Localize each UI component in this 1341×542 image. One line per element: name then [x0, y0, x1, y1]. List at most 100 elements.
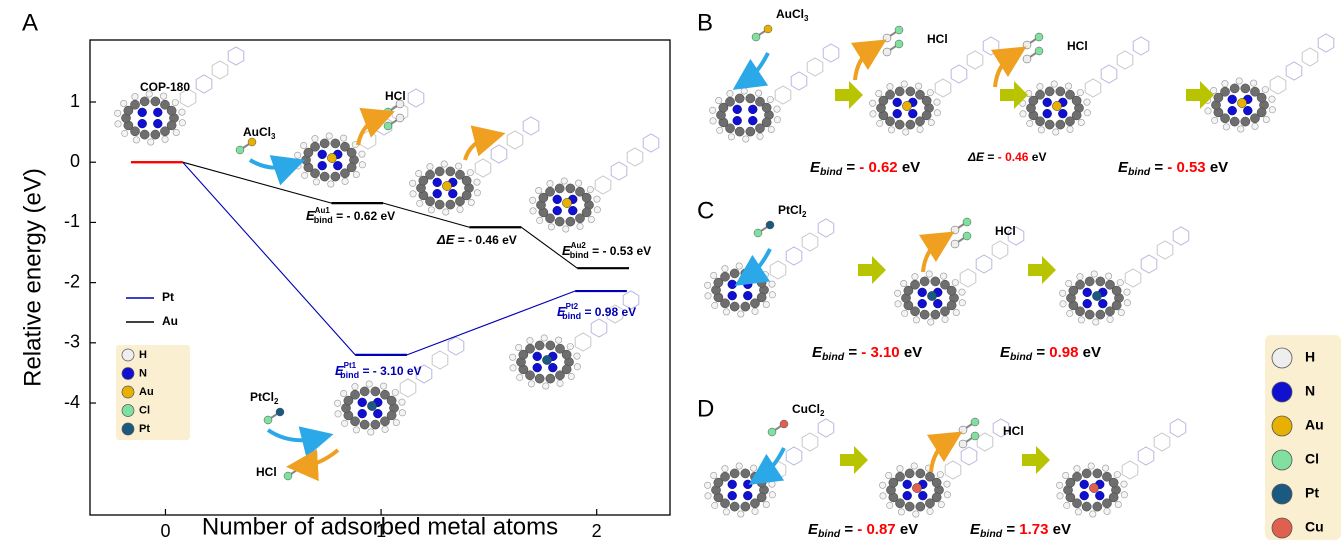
atom-h — [328, 181, 334, 187]
atom-n — [533, 352, 542, 361]
atom — [963, 232, 971, 240]
molecule — [334, 337, 463, 435]
text-part: eV — [1028, 150, 1046, 164]
atom-h — [928, 319, 934, 325]
atom-c — [1072, 96, 1081, 105]
element-swatch — [1272, 518, 1292, 538]
linker — [448, 337, 464, 355]
atom-h — [312, 135, 318, 141]
atom-h — [1212, 117, 1218, 123]
atom-h — [417, 200, 423, 206]
atom-n — [153, 119, 162, 128]
atom-c — [545, 187, 554, 196]
atom-h — [712, 302, 718, 308]
atom-c — [555, 184, 564, 193]
text-part: PtCl — [250, 390, 274, 404]
atom-h — [1252, 123, 1258, 129]
atom-h — [762, 271, 768, 277]
atom-h — [1093, 319, 1099, 325]
atom — [959, 440, 967, 448]
annotation: EAu1bind = - 0.62 eV — [306, 206, 395, 225]
linker — [983, 37, 999, 55]
text-part: Pt2 — [566, 302, 579, 311]
linker — [212, 61, 228, 79]
text-part: 3 — [804, 14, 809, 23]
linker — [977, 433, 993, 451]
annotation: ΔE = - 0.46 eV — [436, 232, 517, 247]
atom — [396, 114, 404, 122]
atom-c — [750, 499, 759, 508]
atom — [384, 108, 392, 116]
atom-h — [335, 411, 341, 417]
text-part: = - 0.46 eV — [454, 233, 516, 247]
atom-h — [722, 465, 728, 471]
atom-h — [940, 273, 946, 279]
linker — [786, 247, 802, 265]
atom-c — [730, 502, 739, 511]
atom-n — [728, 291, 737, 300]
atom-c — [555, 371, 564, 380]
molecule — [529, 134, 658, 232]
atom-h — [728, 134, 734, 140]
atom-c — [360, 387, 369, 396]
text-part: 1.73 — [1019, 521, 1048, 538]
atom-h — [568, 373, 574, 379]
text-part: 2 — [274, 397, 279, 406]
atom-n — [903, 491, 912, 500]
atom-c — [1096, 310, 1105, 319]
atom-c — [347, 148, 356, 157]
atom-c — [720, 472, 729, 481]
atom — [883, 48, 891, 56]
atom-h — [953, 309, 959, 315]
text-part: COP-180 — [140, 80, 190, 94]
atom-n — [138, 108, 147, 117]
linker — [961, 447, 977, 465]
text-part: bind — [1010, 351, 1033, 363]
linker — [1138, 447, 1154, 465]
atom-h — [886, 472, 892, 478]
text-part: HCl — [385, 89, 406, 103]
y-tick-label: -2 — [64, 271, 80, 291]
atom-c — [757, 478, 766, 487]
atom-h — [709, 107, 715, 113]
panel-label: D — [697, 395, 714, 422]
text-part: - 0.87 — [857, 521, 895, 538]
text-part: AuCl — [776, 7, 804, 21]
curved-arrow — [931, 440, 949, 472]
level-connector — [183, 162, 355, 355]
atom-h — [722, 265, 728, 271]
atom-h — [313, 179, 319, 185]
step-arrow — [1186, 81, 1214, 109]
atom-c — [735, 127, 744, 136]
linker — [408, 89, 424, 107]
curved-arrow — [465, 137, 490, 160]
linker — [818, 419, 834, 437]
reagent-label: AuCl3 — [776, 7, 809, 23]
linker — [1122, 461, 1138, 479]
atom-h — [409, 180, 415, 186]
atom-h — [902, 310, 908, 316]
atom — [766, 221, 774, 229]
atom-c — [940, 307, 949, 316]
atom-h — [711, 472, 717, 478]
atom-n — [743, 491, 752, 500]
atom-n — [748, 105, 757, 114]
atom-h — [757, 133, 763, 139]
atom-h — [1117, 279, 1123, 285]
atom-c — [1056, 120, 1065, 129]
text-part: - 3.10 — [861, 344, 899, 361]
linker — [976, 255, 992, 273]
atom-h — [1064, 502, 1070, 508]
atom-h — [1057, 493, 1063, 499]
byproduct-label: HCl — [927, 32, 948, 46]
plot-frame — [90, 40, 670, 515]
atom-h — [555, 337, 561, 343]
atom-metal — [367, 401, 376, 410]
atom-h — [1053, 129, 1059, 135]
atom-h — [561, 178, 567, 184]
binding-energy: Ebind = - 0.87 eV — [808, 521, 918, 540]
atom-h — [295, 163, 301, 169]
atom-h — [736, 263, 742, 269]
atom-c — [1085, 277, 1094, 286]
atom-h — [179, 109, 185, 115]
